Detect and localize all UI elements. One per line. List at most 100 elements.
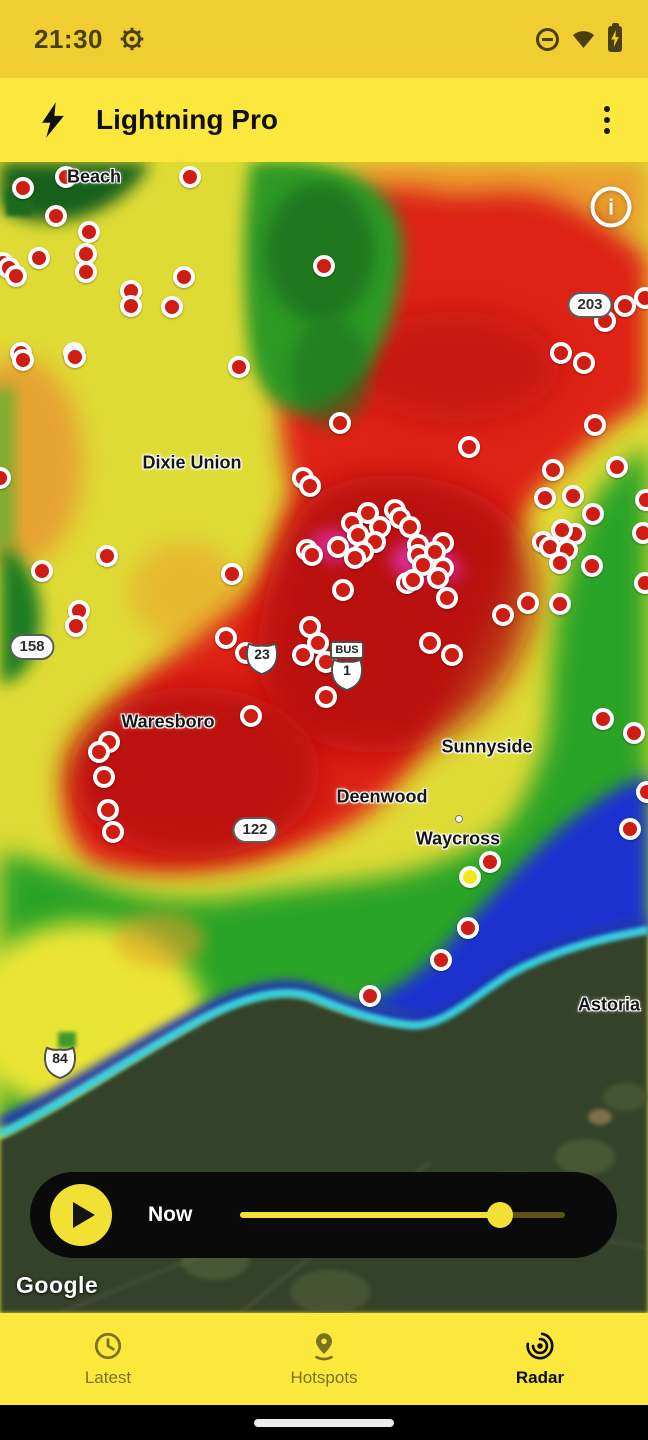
lightning-strike-marker[interactable]: [479, 851, 501, 873]
strike-layer: [0, 162, 648, 1313]
lightning-strike-marker[interactable]: [292, 644, 314, 666]
lightning-strike-marker[interactable]: [221, 563, 243, 585]
gesture-bar: [0, 1405, 648, 1440]
gear-icon: [120, 27, 144, 51]
wifi-icon: [573, 31, 594, 48]
radar-map[interactable]: Beach Dixie Union Waresboro Sunnyside Deenwo…: [0, 162, 648, 1313]
lightning-strike-marker[interactable]: [12, 349, 34, 371]
lightning-strike-marker[interactable]: [31, 560, 53, 582]
lightning-strike-marker[interactable]: [549, 593, 571, 615]
lightning-strike-marker[interactable]: [614, 295, 636, 317]
lightning-strike-marker[interactable]: [65, 615, 87, 637]
lightning-strike-marker[interactable]: [459, 866, 481, 888]
lightning-strike-marker[interactable]: [636, 781, 648, 803]
lightning-strike-marker[interactable]: [634, 287, 648, 309]
lightning-strike-marker[interactable]: [584, 414, 606, 436]
lightning-strike-marker[interactable]: [28, 247, 50, 269]
slider-thumb[interactable]: [487, 1202, 514, 1228]
lightning-strike-marker[interactable]: [534, 487, 556, 509]
status-time: 21:30: [34, 23, 103, 54]
map-pin-icon: [315, 1333, 333, 1361]
lightning-strike-marker[interactable]: [619, 818, 641, 840]
lightning-strike-marker[interactable]: [332, 579, 354, 601]
lightning-strike-marker[interactable]: [457, 917, 479, 939]
lightning-strike-marker[interactable]: [93, 766, 115, 788]
lightning-strike-marker[interactable]: [344, 547, 366, 569]
lightning-strike-marker[interactable]: [436, 587, 458, 609]
lightning-strike-marker[interactable]: [173, 266, 195, 288]
lightning-strike-marker[interactable]: [441, 644, 463, 666]
lightning-strike-marker[interactable]: [542, 459, 564, 481]
nav-tab-radar[interactable]: Radar: [432, 1313, 648, 1405]
lightning-strike-marker[interactable]: [427, 567, 449, 589]
nav-tab-hotspots[interactable]: Hotspots: [216, 1313, 432, 1405]
status-bar: 21:30: [0, 0, 648, 78]
app-bar: Lightning Pro: [0, 78, 648, 162]
lightning-strike-marker[interactable]: [102, 821, 124, 843]
lightning-strike-marker[interactable]: [179, 166, 201, 188]
lightning-strike-marker[interactable]: [549, 552, 571, 574]
lightning-strike-marker[interactable]: [299, 475, 321, 497]
lightning-strike-marker[interactable]: [594, 310, 616, 332]
lightning-strike-marker[interactable]: [97, 799, 119, 821]
lightning-strike-marker[interactable]: [235, 642, 257, 664]
battery-charging-icon: [608, 23, 622, 52]
google-attribution: Google: [16, 1272, 99, 1298]
lightning-strike-marker[interactable]: [402, 569, 424, 591]
lightning-strike-marker[interactable]: [419, 632, 441, 654]
lightning-strike-marker[interactable]: [45, 205, 67, 227]
lightning-strike-marker[interactable]: [634, 572, 648, 594]
app-title: Lightning Pro: [96, 104, 278, 135]
lightning-strike-marker[interactable]: [315, 651, 337, 673]
lightning-strike-marker[interactable]: [215, 627, 237, 649]
lightning-strike-marker[interactable]: [64, 346, 86, 368]
overflow-menu-icon[interactable]: [594, 99, 620, 141]
lightning-strike-marker[interactable]: [240, 705, 262, 727]
lightning-strike-marker[interactable]: [606, 456, 628, 478]
time-slider[interactable]: [240, 1202, 565, 1228]
lightning-strike-marker[interactable]: [492, 604, 514, 626]
lightning-strike-marker[interactable]: [359, 985, 381, 1007]
lightning-strike-marker[interactable]: [573, 352, 595, 374]
lightning-strike-marker[interactable]: [550, 342, 572, 364]
play-triangle-icon: [73, 1202, 95, 1228]
gesture-handle[interactable]: [254, 1419, 394, 1427]
lightning-strike-marker[interactable]: [329, 412, 351, 434]
lightning-strike-marker[interactable]: [430, 949, 452, 971]
lightning-strike-marker[interactable]: [5, 265, 27, 287]
radar-playback-bar: Now: [30, 1172, 617, 1258]
lightning-strike-marker[interactable]: [78, 221, 100, 243]
radar-icon: [526, 1332, 554, 1360]
lightning-strike-marker[interactable]: [458, 436, 480, 458]
bottom-navigation: Latest Hotspots Radar: [0, 1313, 648, 1405]
lightning-strike-marker[interactable]: [88, 741, 110, 763]
lightning-strike-marker[interactable]: [0, 467, 11, 489]
lightning-strike-marker[interactable]: [12, 177, 34, 199]
lightning-strike-marker[interactable]: [562, 485, 584, 507]
slider-fill: [240, 1212, 501, 1218]
lightning-strike-marker[interactable]: [55, 166, 77, 188]
nav-tab-latest[interactable]: Latest: [0, 1313, 216, 1405]
lightning-strike-marker[interactable]: [313, 255, 335, 277]
lightning-strike-marker[interactable]: [581, 555, 603, 577]
lightning-strike-marker[interactable]: [301, 544, 323, 566]
lightning-strike-marker[interactable]: [582, 503, 604, 525]
lightning-strike-marker[interactable]: [623, 722, 645, 744]
clock-icon: [94, 1332, 122, 1360]
lightning-strike-marker[interactable]: [96, 545, 118, 567]
lightning-bolt-icon: [42, 102, 64, 138]
lightning-strike-marker[interactable]: [228, 356, 250, 378]
lightning-strike-marker[interactable]: [517, 592, 539, 614]
playback-time-label: Now: [148, 1203, 193, 1226]
lightning-strike-marker[interactable]: [120, 295, 142, 317]
lightning-strike-marker[interactable]: [635, 489, 648, 511]
play-button[interactable]: [50, 1184, 112, 1246]
lightning-strike-marker[interactable]: [592, 708, 614, 730]
lightning-strike-marker[interactable]: [327, 536, 349, 558]
info-button[interactable]: i: [590, 186, 632, 228]
lightning-strike-marker[interactable]: [632, 522, 648, 544]
lightning-strike-marker[interactable]: [161, 296, 183, 318]
lightning-strike-marker[interactable]: [75, 261, 97, 283]
lightning-strike-marker[interactable]: [315, 686, 337, 708]
